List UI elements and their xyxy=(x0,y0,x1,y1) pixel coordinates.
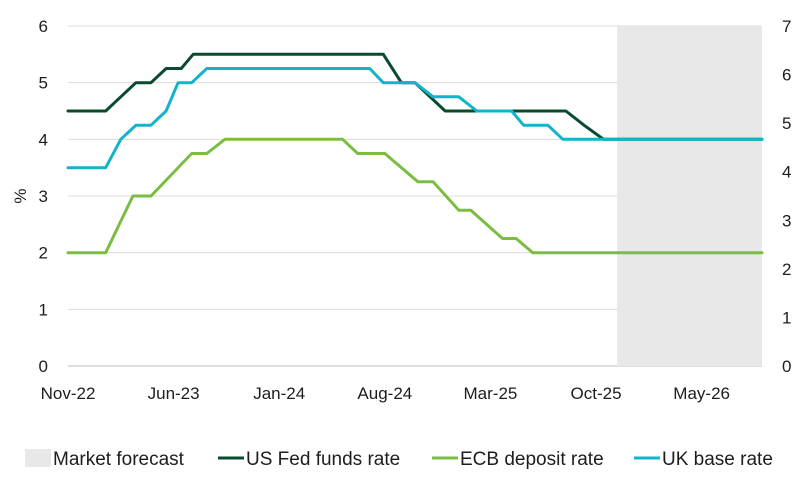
series-line-ecb-deposit-rate xyxy=(66,137,764,255)
y2-tick-label: 4 xyxy=(782,163,791,182)
legend-swatch-box xyxy=(25,449,51,467)
series-lines xyxy=(66,52,764,255)
legend-label: Market forecast xyxy=(53,449,185,470)
x-tick-label: Jun-23 xyxy=(148,384,200,403)
x-tick-label: Nov-22 xyxy=(41,384,96,403)
y-tick-label: 4 xyxy=(39,130,48,149)
x-tick-label: May-26 xyxy=(673,384,730,403)
legend: Market forecast US Fed funds rate ECB depo… xyxy=(25,449,773,470)
y2-tick-label: 1 xyxy=(782,308,791,327)
y2-tick-label: 3 xyxy=(782,211,791,230)
y-axis-title: % xyxy=(11,188,30,203)
y-tick-label: 3 xyxy=(39,187,48,206)
x-axis: Nov-22 Jun-23 Jan-24 Aug-24 Mar-25 Oct-25 May-… xyxy=(41,384,730,403)
x-tick-label: Jan-24 xyxy=(253,384,305,403)
legend-item: UK base rate xyxy=(634,449,773,470)
legend-item: Market forecast xyxy=(25,449,185,470)
y2-tick-label: 6 xyxy=(782,66,791,85)
y-axis-left: 0 1 2 3 4 5 6 xyxy=(39,17,48,376)
series-line-uk-base-rate xyxy=(66,67,764,170)
y-tick-label: 1 xyxy=(39,300,48,319)
legend-label: US Fed funds rate xyxy=(246,449,400,470)
y-tick-label: 5 xyxy=(39,74,48,93)
legend-item: US Fed funds rate xyxy=(218,449,400,470)
y2-tick-label: 2 xyxy=(782,260,791,279)
y-tick-label: 0 xyxy=(39,357,48,376)
y-axis-right: 0 1 2 3 4 5 6 7 xyxy=(782,17,791,376)
y2-tick-label: 0 xyxy=(782,357,791,376)
y-tick-label: 2 xyxy=(39,244,48,263)
y-tick-label: 6 xyxy=(39,17,48,36)
legend-label: UK base rate xyxy=(662,449,773,470)
legend-label: ECB deposit rate xyxy=(460,449,604,470)
x-tick-label: Oct-25 xyxy=(571,384,622,403)
y2-tick-label: 5 xyxy=(782,114,791,133)
y2-tick-label: 7 xyxy=(782,17,791,36)
market-forecast-band xyxy=(617,26,762,366)
x-tick-label: Mar-25 xyxy=(464,384,518,403)
legend-item: ECB deposit rate xyxy=(432,449,604,470)
series-line-us-fed-funds-rate xyxy=(66,52,764,141)
x-tick-label: Aug-24 xyxy=(357,384,412,403)
